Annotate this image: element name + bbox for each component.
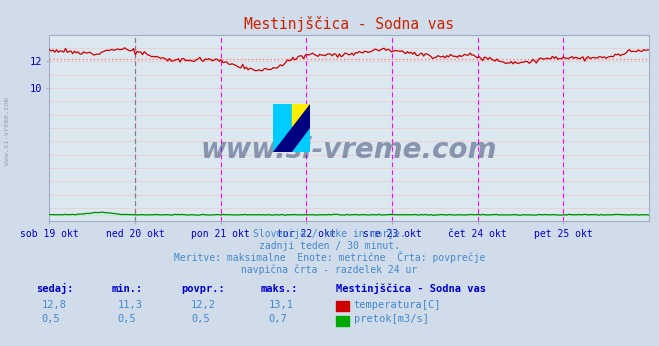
Polygon shape: [291, 128, 310, 152]
Text: www.si-vreme.com: www.si-vreme.com: [3, 98, 10, 165]
Text: Mestinjščica - Sodna vas: Mestinjščica - Sodna vas: [336, 283, 486, 294]
Text: temperatura[C]: temperatura[C]: [354, 300, 442, 310]
Text: 13,1: 13,1: [269, 300, 294, 310]
Title: Mestinjščica - Sodna vas: Mestinjščica - Sodna vas: [244, 16, 454, 32]
Text: pretok[m3/s]: pretok[m3/s]: [354, 315, 429, 325]
Text: 12,2: 12,2: [191, 300, 216, 310]
Text: navpična črta - razdelek 24 ur: navpična črta - razdelek 24 ur: [241, 265, 418, 275]
Text: Slovenija / reke in morje.: Slovenija / reke in morje.: [253, 229, 406, 239]
Text: 0,7: 0,7: [269, 315, 287, 325]
Text: www.si-vreme.com: www.si-vreme.com: [201, 136, 498, 164]
Text: maks.:: maks.:: [260, 284, 298, 294]
Text: 12,8: 12,8: [42, 300, 67, 310]
Bar: [273, 104, 291, 152]
Polygon shape: [273, 104, 310, 152]
Text: 0,5: 0,5: [191, 315, 210, 325]
Text: zadnji teden / 30 minut.: zadnji teden / 30 minut.: [259, 241, 400, 251]
Text: Meritve: maksimalne  Enote: metrične  Črta: povprečje: Meritve: maksimalne Enote: metrične Črta…: [174, 251, 485, 263]
Text: min.:: min.:: [112, 284, 143, 294]
Text: sedaj:: sedaj:: [36, 283, 74, 294]
Text: 0,5: 0,5: [42, 315, 60, 325]
Text: 0,5: 0,5: [117, 315, 136, 325]
Bar: [291, 104, 310, 152]
Text: povpr.:: povpr.:: [181, 284, 225, 294]
Text: 11,3: 11,3: [117, 300, 142, 310]
